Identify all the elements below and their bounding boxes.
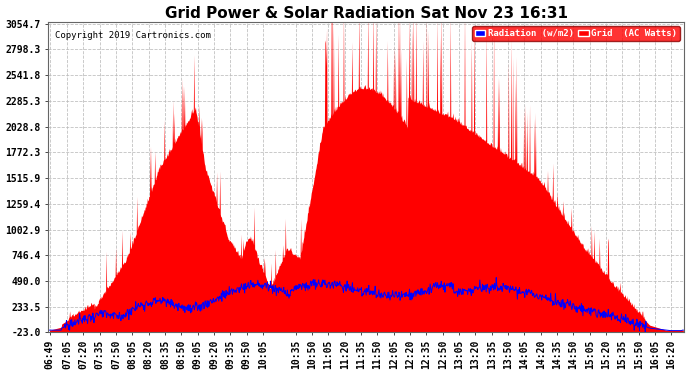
Text: Copyright 2019 Cartronics.com: Copyright 2019 Cartronics.com bbox=[55, 31, 210, 40]
Title: Grid Power & Solar Radiation Sat Nov 23 16:31: Grid Power & Solar Radiation Sat Nov 23 … bbox=[165, 6, 568, 21]
Legend: Radiation (w/m2), Grid  (AC Watts): Radiation (w/m2), Grid (AC Watts) bbox=[472, 26, 680, 40]
